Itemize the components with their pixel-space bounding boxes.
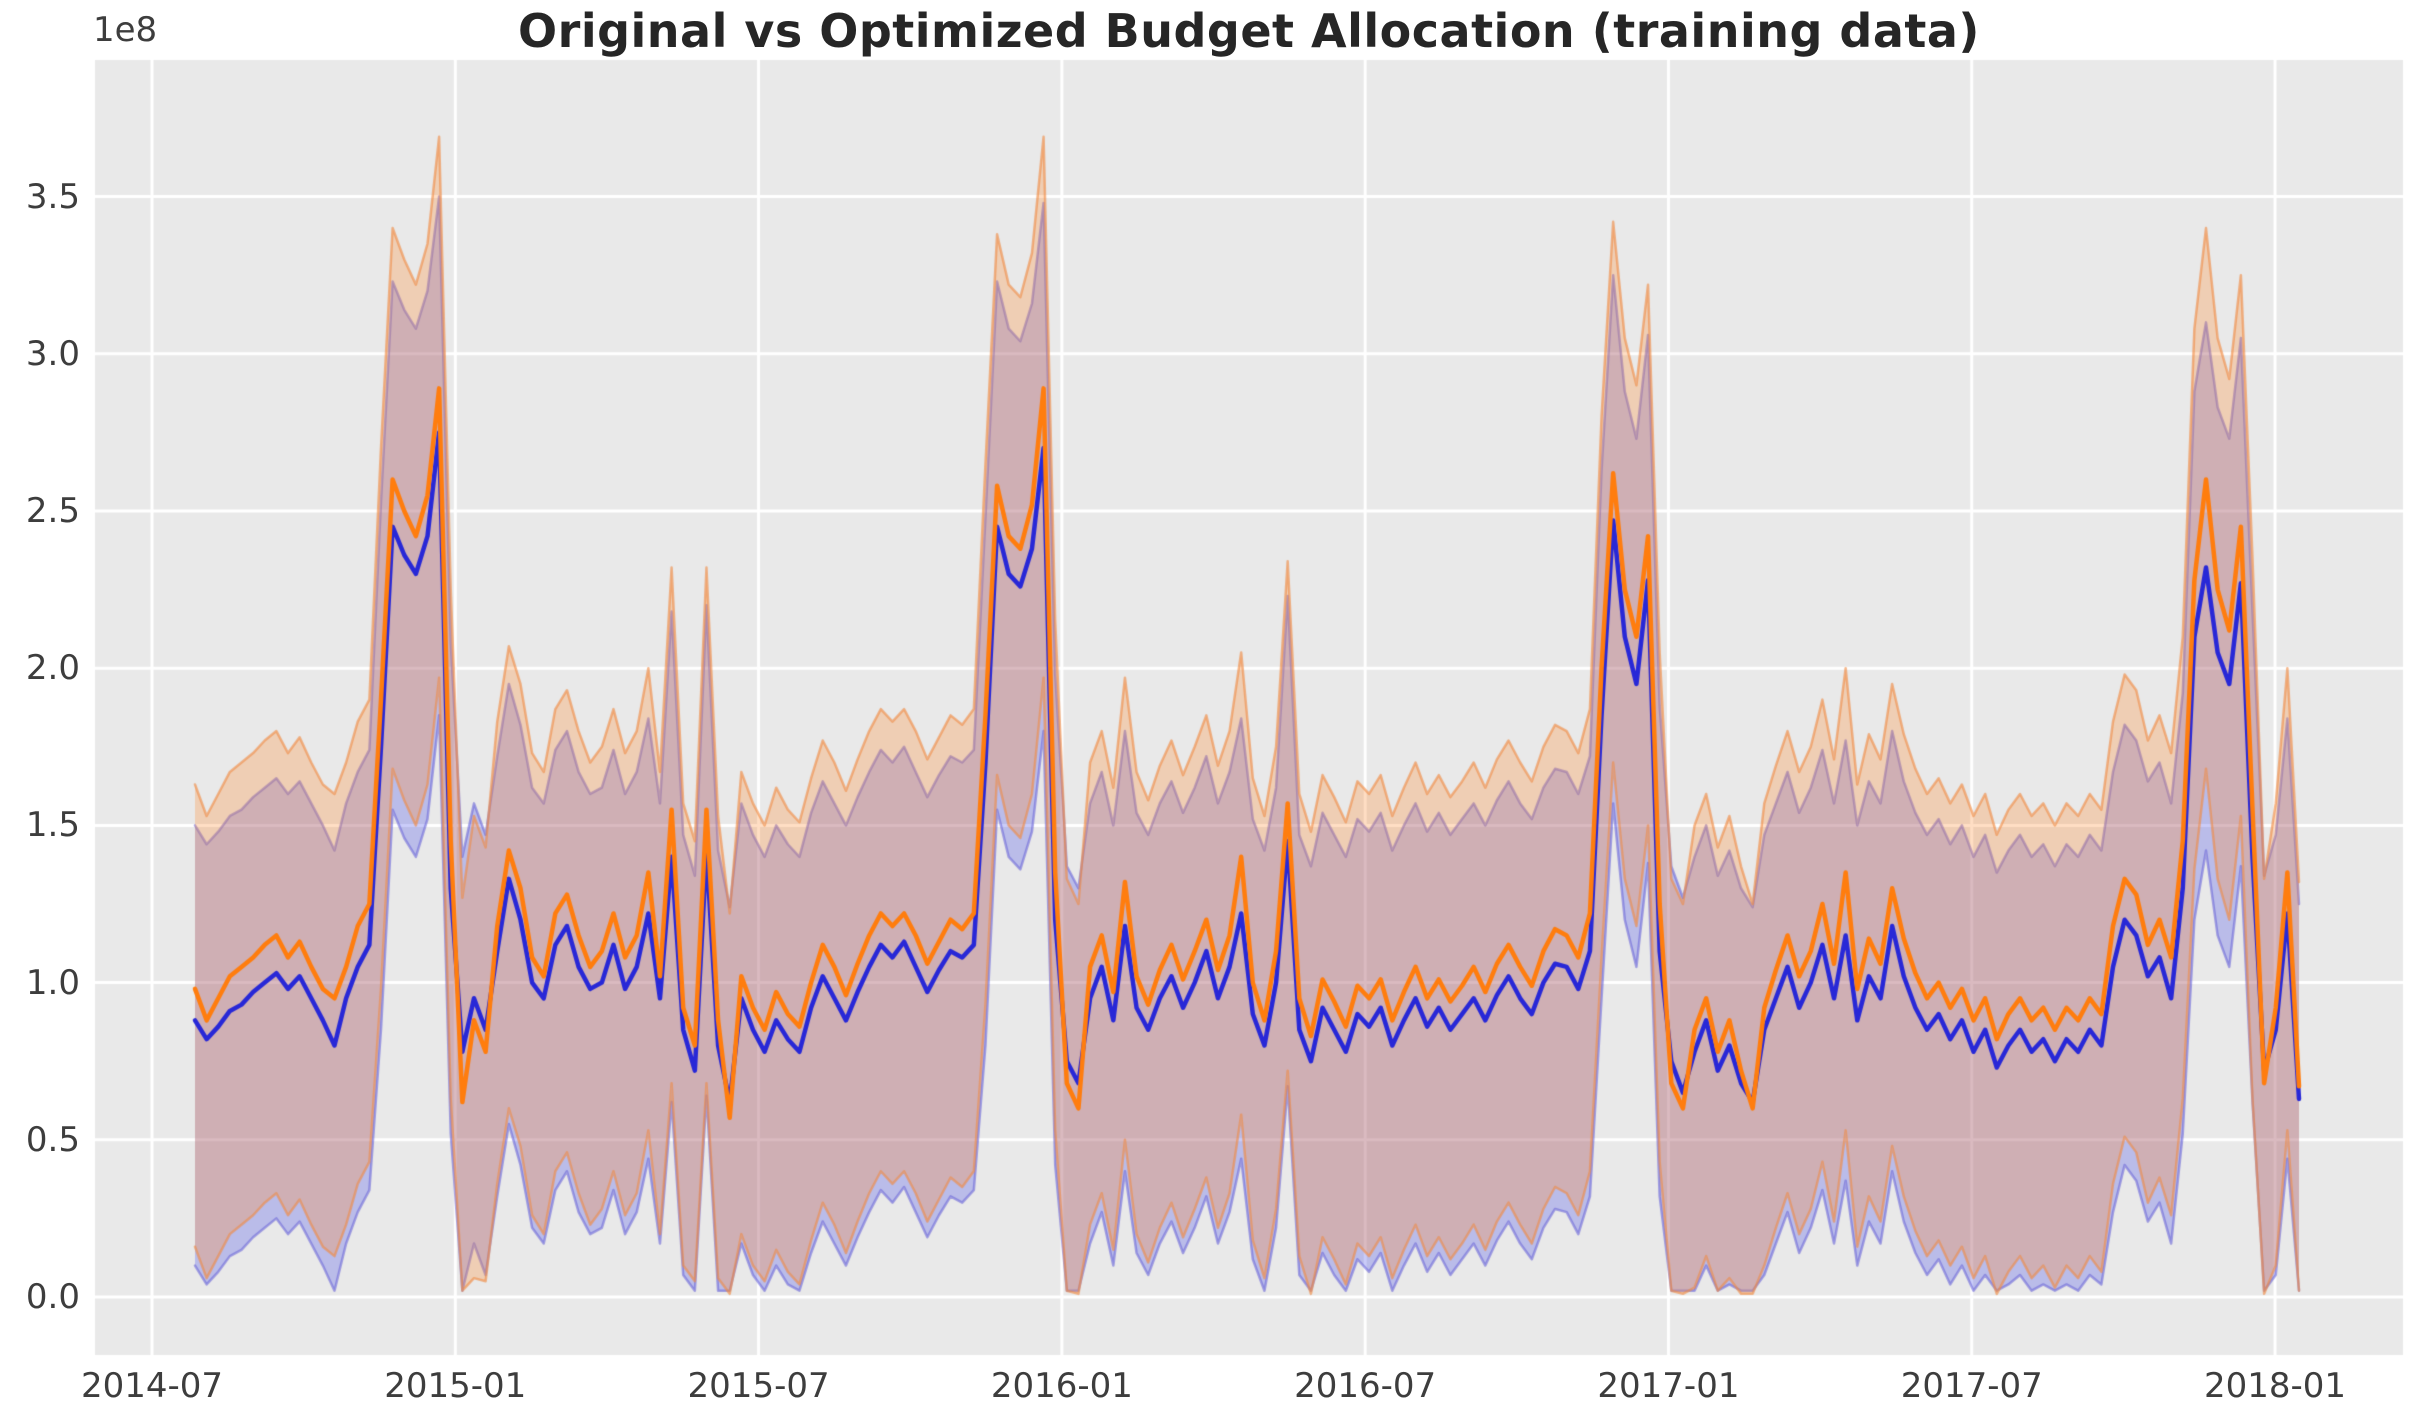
x-tick-label: 2016-07 <box>1294 1366 1437 1406</box>
x-tick-label: 2016-01 <box>990 1366 1133 1406</box>
y-tick-label: 3.5 <box>25 176 80 217</box>
x-tick-label: 2015-01 <box>384 1366 527 1406</box>
y-axis-offset-label: 1e8 <box>93 10 158 50</box>
x-tick-label: 2017-07 <box>1900 1366 2043 1406</box>
y-tick-label: 1.5 <box>25 805 80 846</box>
y-tick-label: 0.5 <box>25 1119 80 1160</box>
x-tick-label: 2017-01 <box>1597 1366 1740 1406</box>
y-tick-label: 2.0 <box>25 648 80 689</box>
y-tick-label: 1.0 <box>25 962 80 1003</box>
x-tick-label: 2014-07 <box>80 1366 224 1406</box>
x-tick-label: 2015-07 <box>687 1366 830 1406</box>
chart-title: Original vs Optimized Budget Allocation … <box>518 4 1980 58</box>
y-tick-label: 0.0 <box>25 1277 80 1317</box>
x-tick-label: 2018-01 <box>2203 1366 2347 1406</box>
y-tick-label: 3.0 <box>25 333 80 374</box>
y-tick-label: 2.5 <box>25 491 80 531</box>
